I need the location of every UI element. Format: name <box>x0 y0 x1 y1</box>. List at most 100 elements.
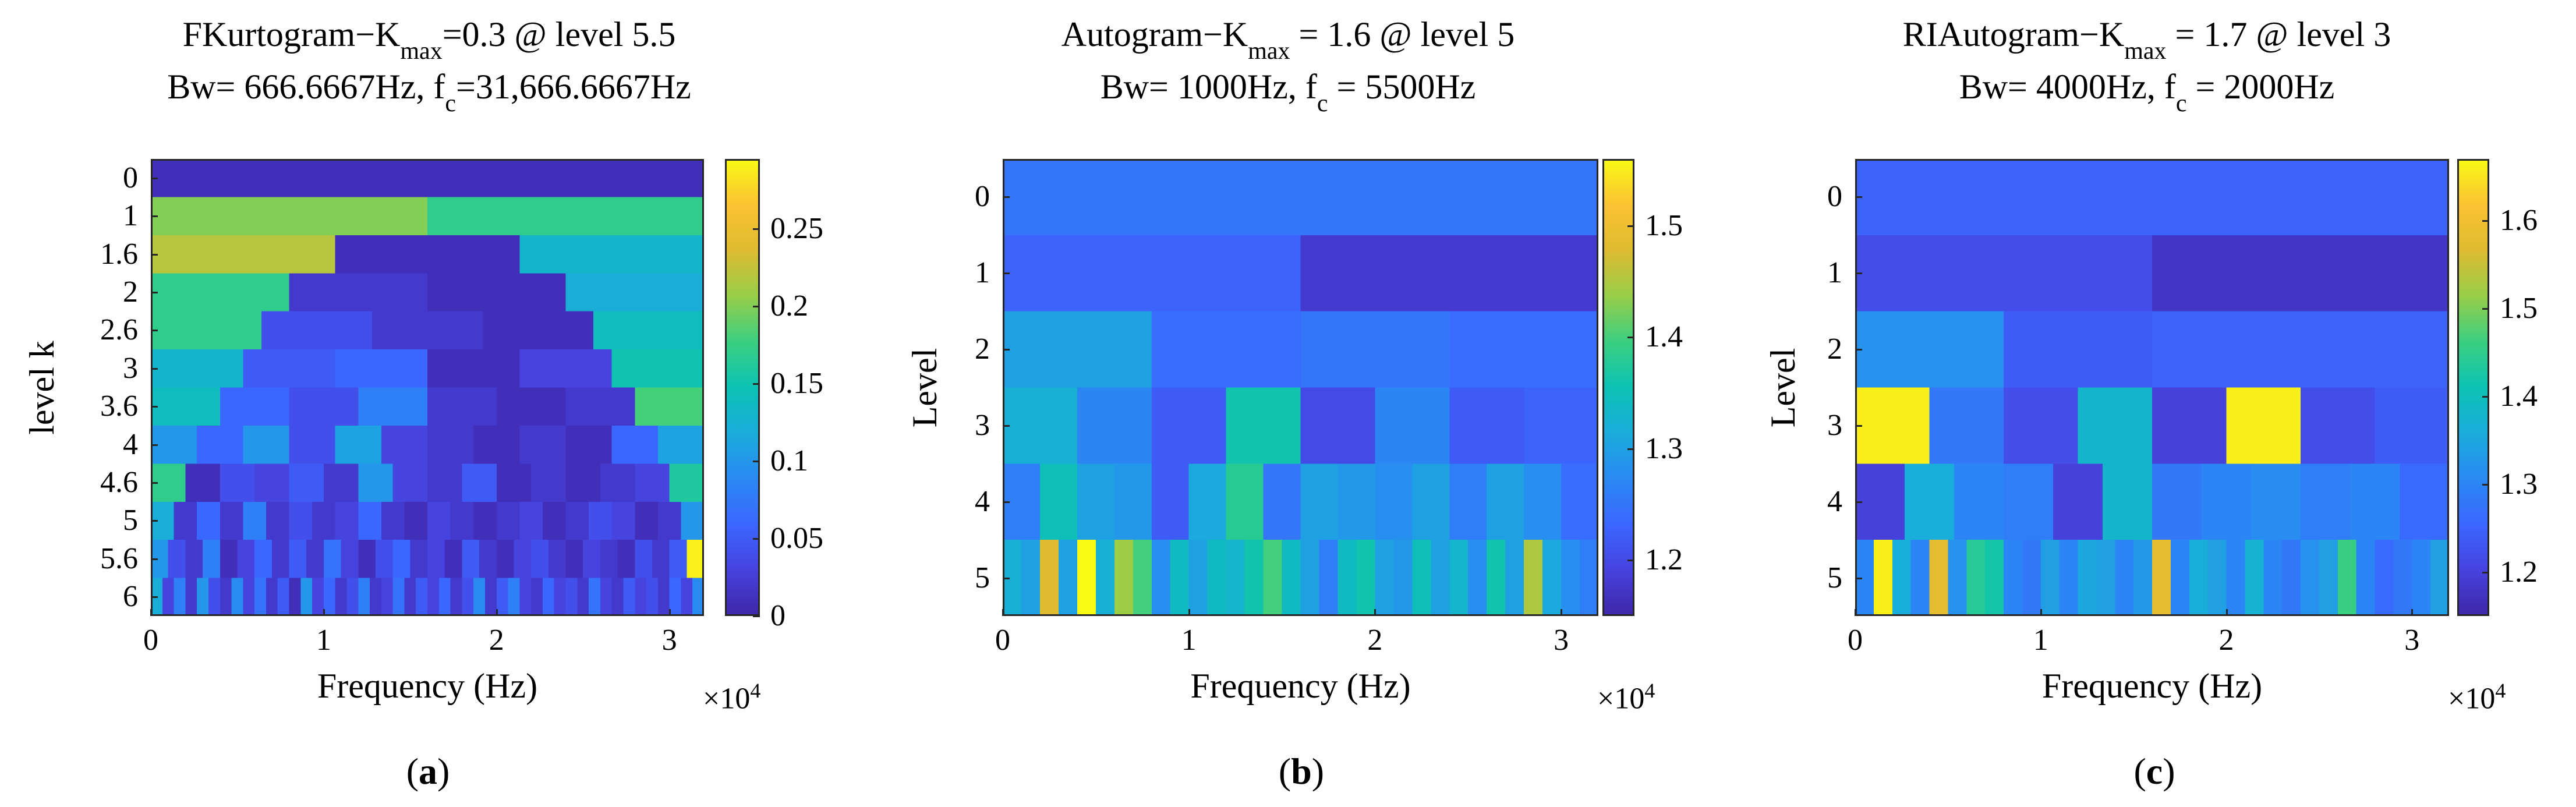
x-tick-mark <box>1374 609 1377 616</box>
y-tick-mark <box>151 482 158 484</box>
heatmap-cell <box>484 578 497 616</box>
heatmap-cell <box>531 578 543 616</box>
y-tick-label: 3 <box>123 351 138 385</box>
heatmap-cell <box>168 540 186 579</box>
heatmap-cell <box>151 311 262 350</box>
heatmap-cell <box>2301 311 2449 388</box>
x-tick-mark <box>2040 609 2042 616</box>
y-tick-mark <box>151 444 158 446</box>
x-axis-multiplier: ×104 <box>703 679 761 716</box>
chart-subtitle: Bw= 1000Hz, fc = 5500Hz <box>1100 68 1476 117</box>
y-tick-mark <box>1855 196 1862 199</box>
y-tick-mark <box>151 253 158 256</box>
heatmap-cell <box>542 578 555 616</box>
heatmap-cell <box>243 501 267 540</box>
heatmap-cell <box>427 387 497 426</box>
colorbar-tick-label: 0.15 <box>770 366 823 400</box>
heatmap-cell <box>657 578 670 616</box>
y-tick-label: 4 <box>975 484 990 518</box>
heatmap-cell <box>2152 463 2202 540</box>
heatmap-cell <box>1244 540 1264 616</box>
x-tick-mark <box>1188 609 1190 616</box>
y-tick-label: 5 <box>123 504 138 537</box>
heatmap-cell <box>2301 387 2376 464</box>
x-tick-label: 1 <box>1181 624 1197 657</box>
heatmap-cell <box>392 540 411 579</box>
colorbar-tick-mark <box>1627 337 1634 339</box>
heatmap-cell <box>473 501 497 540</box>
heatmap-cell <box>611 578 624 616</box>
chart-subtitle: Bw= 4000Hz, fc = 2000Hz <box>1959 68 2335 117</box>
heatmap-cell <box>341 540 359 579</box>
colorbar-tick-label: 1.4 <box>1645 320 1683 354</box>
panel-a: FKurtogram−Kmax=0.3 @ level 5.5 Bw= 666.… <box>0 0 858 807</box>
heatmap-cell <box>2040 540 2060 616</box>
heatmap-cell <box>358 578 370 616</box>
heatmap-cell <box>473 425 520 464</box>
heatmap-cell <box>370 578 382 616</box>
colorbar-tick-mark <box>753 228 760 230</box>
x-tick-label: 0 <box>1848 624 1863 657</box>
heatmap-cell <box>519 349 613 388</box>
heatmap-cell <box>174 501 197 540</box>
heatmap-cell <box>1873 540 1893 616</box>
y-tick-label: 0 <box>123 161 138 194</box>
heatmap-cell <box>1412 540 1431 616</box>
colorbar-gradient <box>725 159 760 616</box>
heatmap-cell <box>1929 387 2004 464</box>
colorbar-tick-mark <box>753 383 760 385</box>
y-tick-label: 5.6 <box>100 541 138 575</box>
heatmap-cell <box>2004 540 2023 616</box>
y-tick-label: 2 <box>1827 332 1842 366</box>
heatmap-cell <box>2319 540 2338 616</box>
y-tick-label: 3.6 <box>100 390 138 423</box>
heatmap-cell <box>438 578 451 616</box>
heatmap-cell <box>462 463 497 502</box>
colorbar <box>725 159 760 616</box>
heatmap-cell <box>323 463 359 502</box>
heatmap-cell <box>427 578 440 616</box>
y-tick-label: 1 <box>123 199 138 233</box>
heatmap-cell <box>565 273 704 312</box>
heatmap-cell <box>289 273 428 312</box>
colorbar-tick-mark <box>753 537 760 540</box>
y-tick-label: 4.6 <box>100 466 138 500</box>
heatmap-cell <box>151 235 336 274</box>
colorbar-tick-mark <box>2482 483 2489 486</box>
heatmap-cell <box>427 197 704 236</box>
panel-caption: (a) <box>406 751 450 792</box>
colorbar-tick-label: 0 <box>770 599 785 632</box>
heatmap-cell <box>519 235 704 274</box>
heatmap-cell <box>1300 311 1450 388</box>
colorbar-tick-label: 0.2 <box>770 289 808 323</box>
chart-title: Autogram−Kmax = 1.6 @ level 5 <box>1061 15 1515 65</box>
heatmap-cell <box>2170 540 2190 616</box>
y-tick-label: 5 <box>975 561 990 594</box>
heatmap-cell <box>508 578 520 616</box>
heatmap-cell <box>1003 311 1152 388</box>
heatmap-cell <box>593 311 704 350</box>
heatmap-cell <box>681 578 693 616</box>
heatmap-cell <box>1966 540 1986 616</box>
heatmap-cell <box>1449 540 1469 616</box>
heatmap-cell <box>635 387 704 426</box>
y-tick-label: 3 <box>975 408 990 442</box>
y-tick-mark <box>151 330 158 332</box>
heatmap-cell <box>2152 235 2449 312</box>
heatmap-cell <box>289 387 359 426</box>
heatmap-cell <box>1412 463 1450 540</box>
heatmap-cell <box>496 387 567 426</box>
heatmap-cell <box>427 425 474 464</box>
x-tick-label: 3 <box>2404 624 2420 657</box>
heatmap-cell <box>2078 540 2097 616</box>
heatmap-cell <box>635 540 653 579</box>
heatmap-cell <box>1207 540 1227 616</box>
heatmap-cell <box>335 501 359 540</box>
heatmap-cell <box>1114 463 1152 540</box>
heatmap-cell <box>1095 540 1115 616</box>
heatmap-cell <box>427 540 445 579</box>
colorbar-tick-mark <box>1627 560 1634 562</box>
y-tick-label: 0 <box>1827 180 1842 214</box>
heatmap-cell <box>462 540 480 579</box>
heatmap-cell <box>1985 540 2004 616</box>
